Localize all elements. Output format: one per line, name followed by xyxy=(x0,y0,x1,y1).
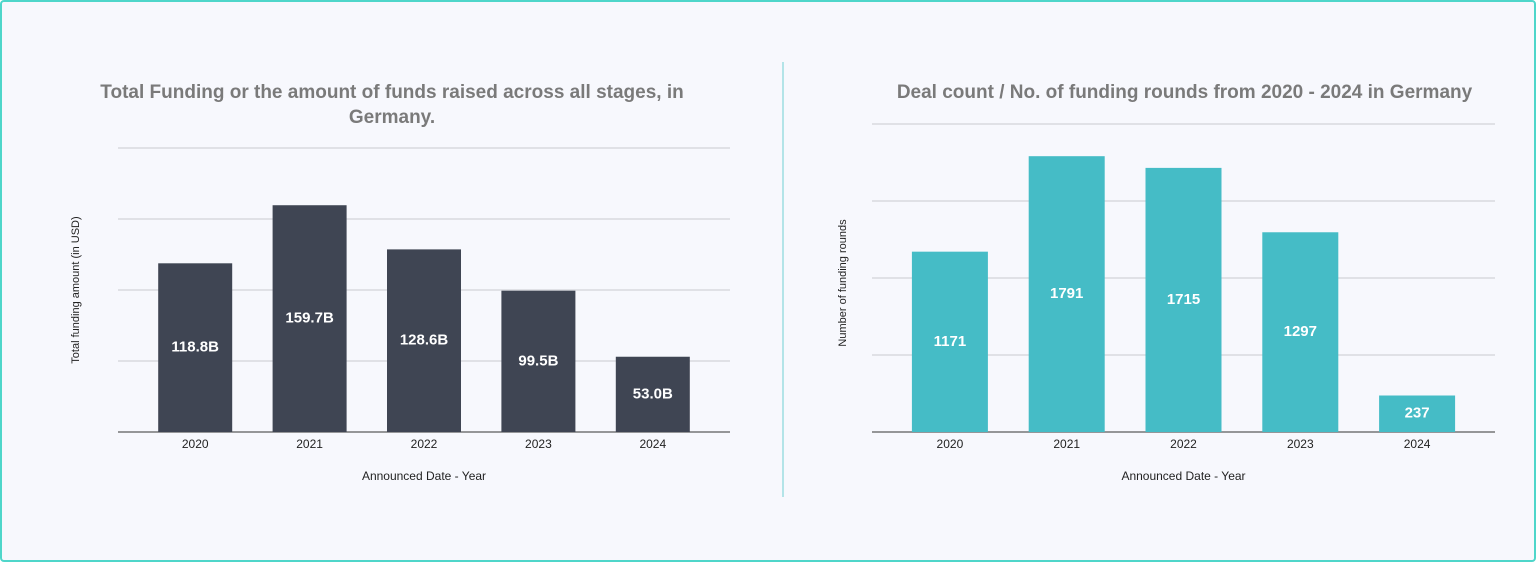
y-axis-label: Total funding amount (in USD) xyxy=(70,216,82,363)
data-label: 99.5B xyxy=(518,352,558,369)
bar xyxy=(387,249,461,432)
data-label: 128.6B xyxy=(400,332,449,349)
bar xyxy=(615,356,690,432)
chart-title: Total Funding or the amount of funds rai… xyxy=(100,82,684,128)
data-label: 1171 xyxy=(934,333,967,350)
bar xyxy=(158,263,233,432)
y-axis-label: Number of funding rounds xyxy=(837,219,849,347)
x-tick-label: 2024 xyxy=(1404,437,1431,451)
data-label: 1715 xyxy=(1167,291,1200,308)
bar xyxy=(911,251,988,432)
x-tick-label: 2021 xyxy=(1053,437,1080,451)
x-tick-label: 2024 xyxy=(639,437,666,451)
bar xyxy=(1028,156,1105,432)
data-label: 159.7B xyxy=(285,310,334,327)
data-label: 118.8B xyxy=(171,339,219,356)
bar xyxy=(1379,395,1456,432)
x-tick-label: 2022 xyxy=(411,437,438,451)
chart-title: Deal count / No. of funding rounds from … xyxy=(896,82,1473,103)
x-axis-label: Announced Date - Year xyxy=(1121,469,1245,483)
data-label: 1791 xyxy=(1050,285,1083,302)
bar xyxy=(272,205,347,432)
x-tick-label: 2022 xyxy=(1170,437,1197,451)
x-tick-label: 2023 xyxy=(1287,437,1314,451)
bar xyxy=(501,290,576,432)
x-tick-label: 2020 xyxy=(937,437,964,451)
data-label: 237 xyxy=(1405,405,1430,422)
data-label: 53.0B xyxy=(633,385,673,402)
x-tick-label: 2021 xyxy=(296,437,323,451)
x-axis-label: Announced Date - Year xyxy=(362,469,486,483)
x-tick-label: 2023 xyxy=(525,437,552,451)
bar xyxy=(1262,232,1339,432)
data-label: 1297 xyxy=(1284,323,1317,340)
x-tick-label: 2020 xyxy=(182,437,209,451)
bar xyxy=(1145,167,1222,432)
